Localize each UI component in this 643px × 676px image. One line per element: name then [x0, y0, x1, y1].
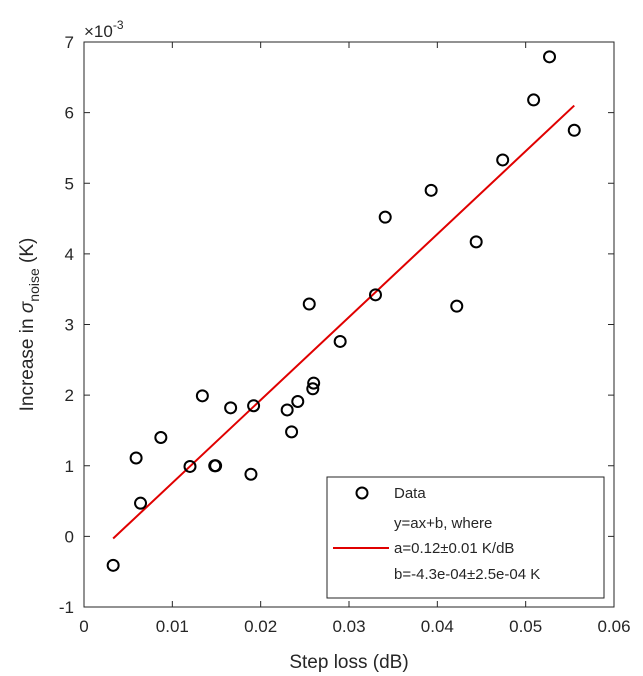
y-tick-label: 6 [65, 104, 74, 123]
legend: Data y=ax+b, where a=0.12±0.01 K/dB b=-4… [326, 476, 605, 599]
data-point [307, 376, 321, 390]
data-point [543, 50, 557, 64]
data-point [291, 394, 305, 408]
data-point [450, 299, 464, 313]
y-tick-label: 0 [65, 527, 74, 546]
y-tick-label: 5 [65, 174, 74, 193]
y-exponent-label: ×10-3 [84, 18, 124, 41]
legend-data-label: Data [394, 485, 426, 502]
x-tick-label: 0.04 [421, 617, 454, 636]
data-point [247, 399, 261, 413]
y-axis-label-suffix: (K) [17, 238, 38, 269]
y-tick-label: 3 [65, 316, 74, 335]
data-point [154, 431, 168, 444]
data-point [134, 496, 148, 510]
legend-fit-line-3: b=-4.3e-04±2.5e-04 K [394, 566, 540, 583]
data-point [129, 451, 143, 465]
data-point [244, 467, 258, 481]
data-point [567, 123, 581, 137]
x-axis: 0 0.01 0.02 0.03 0.04 0.05 0.06 [79, 42, 631, 636]
data-point [469, 235, 483, 249]
y-exponent-power: -3 [113, 18, 124, 32]
data-point [209, 459, 223, 473]
x-tick-label: 0.01 [156, 617, 189, 636]
data-point [378, 210, 392, 224]
data-point [496, 153, 510, 167]
y-axis-label-subscript: noise [26, 268, 42, 302]
x-axis-label: Step loss (dB) [289, 652, 408, 673]
data-point [302, 297, 316, 311]
x-tick-label: 0.05 [509, 617, 542, 636]
data-points [106, 50, 581, 572]
y-tick-label: 2 [65, 386, 74, 405]
y-axis-label-symbol: σ [17, 300, 38, 313]
data-point [306, 382, 320, 396]
y-axis: -1 0 1 2 3 4 5 6 7 [59, 33, 614, 617]
y-tick-label: 7 [65, 33, 74, 52]
legend-fit-line-1: y=ax+b, where [394, 515, 492, 532]
x-tick-label: 0 [79, 617, 88, 636]
data-point [369, 288, 382, 302]
legend-fit-line-2: a=0.12±0.01 K/dB [394, 540, 514, 557]
y-tick-label: 4 [65, 245, 74, 264]
data-point [224, 401, 238, 415]
data-point [280, 403, 294, 417]
data-point [285, 425, 299, 439]
y-tick-label: 1 [65, 457, 74, 476]
data-point [195, 389, 209, 403]
data-point [424, 183, 438, 197]
data-point [106, 558, 120, 572]
fit-line [112, 104, 575, 540]
data-point [527, 93, 541, 107]
x-tick-label: 0.06 [597, 617, 630, 636]
legend-box [326, 476, 605, 599]
data-point [183, 459, 197, 473]
legend-data-marker [355, 486, 369, 500]
y-axis-label: Increase in σnoise (K) [17, 238, 42, 412]
fit-line-group [112, 104, 575, 540]
y-exponent-base: ×10 [84, 22, 113, 41]
data-point [333, 334, 347, 348]
y-axis-label-prefix: Increase in [17, 313, 38, 411]
x-tick-label: 0.02 [244, 617, 277, 636]
x-tick-label: 0.03 [332, 617, 365, 636]
y-tick-label: -1 [59, 598, 74, 617]
